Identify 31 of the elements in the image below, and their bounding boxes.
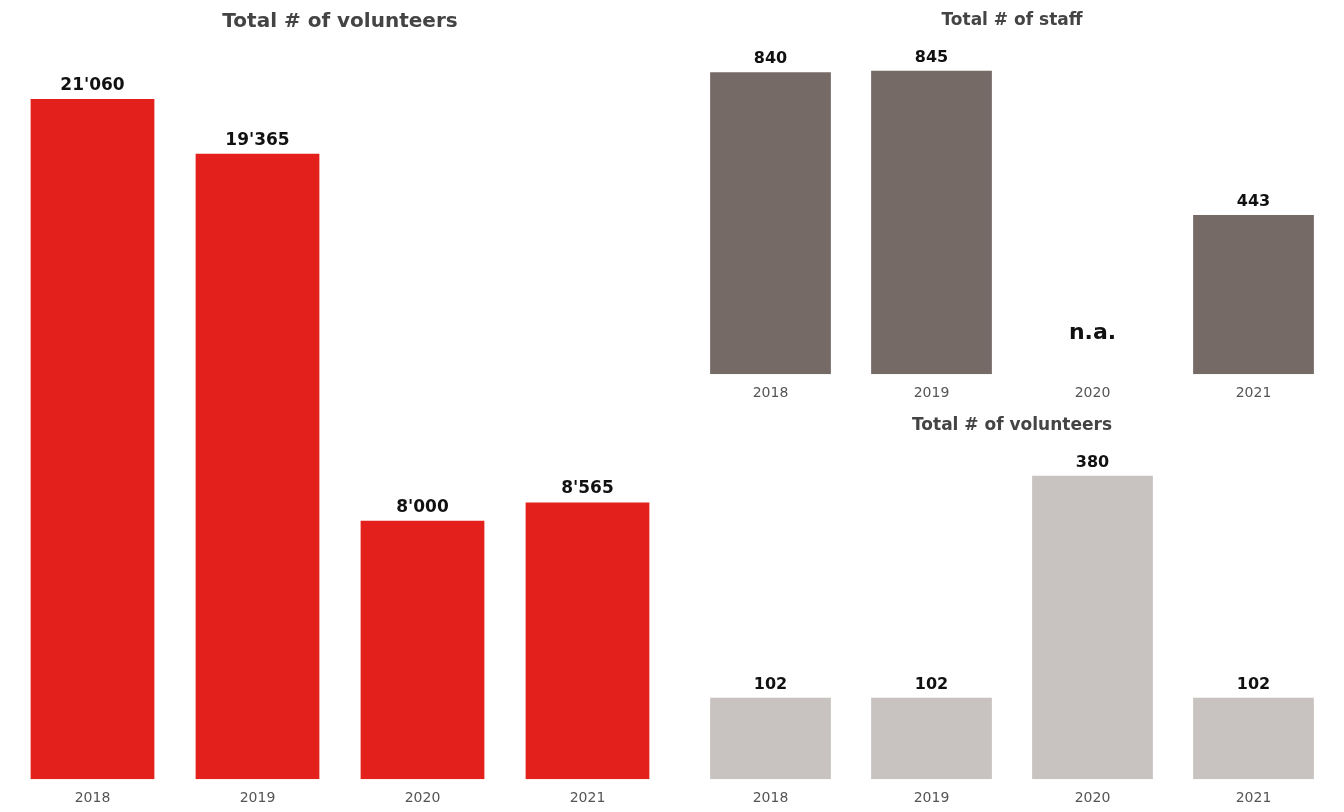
data-label: 102 [753,673,788,693]
data-label: 380 [1075,451,1110,471]
bar [360,520,485,780]
x-tick-label: 2018 [752,384,789,401]
x-tick-label: 2021 [569,789,606,806]
x-tick-label: 2018 [752,789,789,806]
bar [30,99,155,780]
chart-title: Total # of staff [941,8,1083,29]
x-tick-label: 2020 [1074,789,1111,806]
bar [525,502,650,780]
data-label: 845 [914,46,949,66]
x-tick-label: 2021 [1235,384,1272,401]
data-label: 8'000 [396,495,449,516]
data-label: 8'565 [561,477,614,498]
data-label: 102 [1236,673,1271,693]
x-tick-label: 2019 [239,789,276,806]
data-label: 443 [1236,191,1271,211]
chart-title: Total # of volunteers [912,413,1112,434]
data-label: 19'365 [225,128,290,149]
data-label: 102 [914,673,949,693]
chart-title: Total # of volunteers [222,8,458,33]
x-tick-label: 2021 [1235,789,1272,806]
bar [195,153,320,780]
annotation: n.a. [1068,318,1117,344]
data-label: 21'060 [60,73,125,94]
x-tick-label: 2020 [1074,384,1111,401]
x-tick-label: 2019 [913,384,950,401]
x-tick-label: 2020 [404,789,441,806]
x-tick-label: 2019 [913,789,950,806]
x-tick-label: 2018 [74,789,111,806]
data-label: 840 [753,48,788,68]
